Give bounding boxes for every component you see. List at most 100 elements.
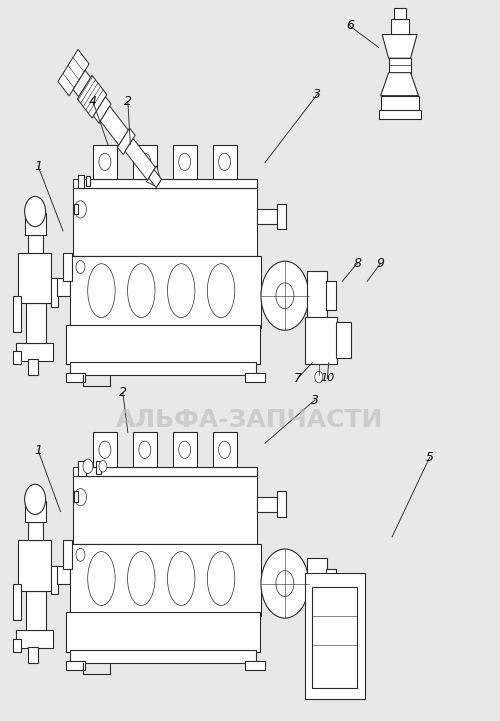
Bar: [172, 145, 197, 179]
Bar: [73, 476, 258, 544]
Ellipse shape: [88, 552, 115, 606]
Bar: [28, 523, 43, 541]
Bar: [172, 433, 197, 467]
Bar: [26, 590, 46, 630]
Circle shape: [315, 371, 323, 383]
Bar: [74, 203, 78, 214]
Text: 2: 2: [124, 95, 132, 108]
Bar: [13, 351, 20, 364]
Bar: [73, 187, 258, 256]
Text: 8: 8: [353, 257, 361, 270]
Bar: [63, 541, 72, 569]
Polygon shape: [73, 70, 90, 97]
Bar: [308, 558, 328, 609]
Text: 9: 9: [376, 257, 384, 270]
Bar: [66, 324, 260, 364]
Bar: [258, 209, 278, 224]
Circle shape: [99, 441, 111, 459]
Text: АЛЬФА-ЗАПЧАСТИ: АЛЬФА-ЗАПЧАСТИ: [116, 407, 384, 431]
Text: 2: 2: [119, 386, 127, 399]
Ellipse shape: [168, 264, 195, 318]
Text: 3: 3: [314, 88, 322, 101]
Bar: [326, 569, 336, 598]
Circle shape: [276, 570, 294, 596]
Bar: [26, 303, 46, 342]
Bar: [70, 650, 256, 663]
Bar: [66, 661, 86, 670]
Ellipse shape: [168, 552, 195, 606]
Bar: [16, 630, 53, 648]
Ellipse shape: [88, 264, 115, 318]
Bar: [13, 296, 20, 332]
Bar: [258, 497, 278, 512]
Text: 7: 7: [294, 372, 302, 385]
Bar: [78, 174, 84, 187]
Polygon shape: [382, 35, 417, 58]
Bar: [133, 433, 157, 467]
Circle shape: [74, 489, 86, 506]
Text: 1: 1: [34, 444, 42, 457]
Polygon shape: [78, 76, 107, 118]
Polygon shape: [146, 166, 161, 187]
Polygon shape: [100, 106, 128, 145]
Text: 10: 10: [320, 373, 334, 384]
Bar: [86, 175, 90, 186]
Polygon shape: [94, 97, 111, 123]
Bar: [16, 342, 53, 360]
Bar: [63, 252, 72, 281]
Bar: [24, 501, 46, 523]
Bar: [18, 252, 50, 303]
Circle shape: [218, 154, 230, 171]
Bar: [70, 256, 262, 328]
Circle shape: [139, 154, 151, 171]
Text: 1: 1: [34, 160, 42, 173]
Bar: [278, 492, 286, 517]
Bar: [133, 145, 157, 179]
Circle shape: [218, 441, 230, 459]
Bar: [74, 492, 78, 503]
Polygon shape: [380, 73, 418, 96]
Bar: [336, 322, 350, 358]
Bar: [96, 461, 102, 474]
Bar: [57, 565, 70, 583]
Polygon shape: [125, 138, 156, 180]
Bar: [73, 179, 258, 187]
Ellipse shape: [128, 264, 155, 318]
Text: 3: 3: [311, 394, 319, 407]
Bar: [18, 541, 50, 590]
Bar: [78, 461, 86, 476]
Circle shape: [99, 154, 111, 171]
Text: 4: 4: [89, 95, 97, 108]
Bar: [50, 278, 58, 306]
Ellipse shape: [128, 552, 155, 606]
Circle shape: [24, 196, 46, 226]
Bar: [380, 96, 418, 112]
Text: 5: 5: [426, 451, 434, 464]
Circle shape: [178, 154, 190, 171]
Bar: [28, 647, 38, 663]
Bar: [13, 583, 20, 619]
Circle shape: [261, 549, 309, 618]
Bar: [66, 373, 86, 382]
Bar: [305, 317, 338, 364]
Bar: [245, 661, 265, 670]
Circle shape: [24, 485, 46, 515]
Polygon shape: [148, 169, 162, 187]
Bar: [28, 234, 43, 252]
Bar: [70, 544, 262, 616]
Bar: [278, 203, 286, 229]
Ellipse shape: [208, 552, 235, 606]
Bar: [212, 145, 236, 179]
Bar: [13, 639, 20, 652]
Bar: [245, 373, 265, 382]
Bar: [326, 281, 336, 310]
Circle shape: [99, 461, 107, 472]
Bar: [93, 433, 117, 467]
Bar: [28, 359, 38, 375]
Circle shape: [83, 459, 93, 474]
Bar: [70, 362, 256, 375]
Bar: [312, 587, 357, 688]
Bar: [390, 19, 408, 35]
Bar: [212, 433, 236, 467]
Circle shape: [76, 260, 85, 273]
